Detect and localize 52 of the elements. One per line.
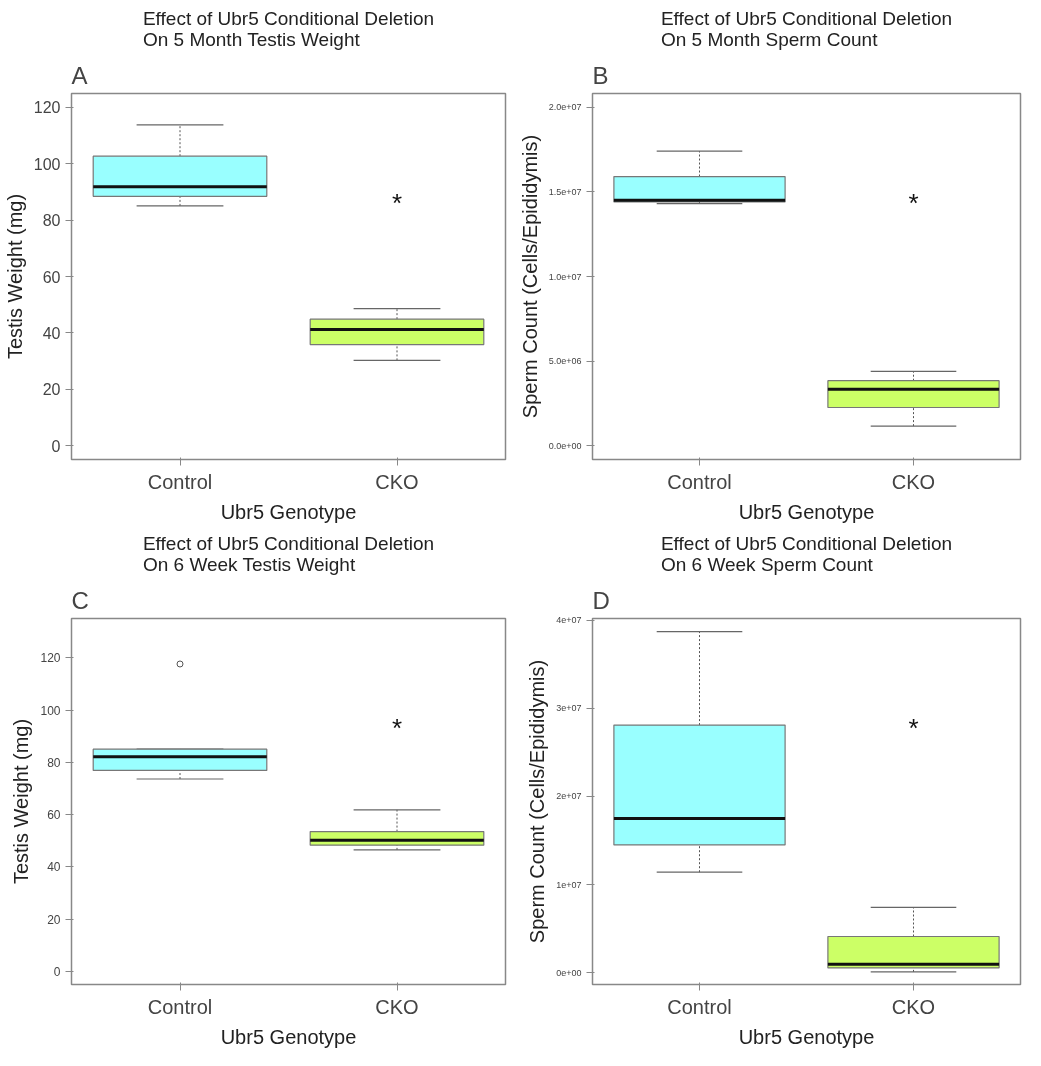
y-tick-label: 20 [42,381,61,399]
y-tick-label: 40 [42,324,61,342]
chart-title: Effect of Ubr5 Conditional Deletion On 5 Month Testis Weight [142,7,435,50]
y-tick-label: 4e+07 [556,615,582,626]
x-tick-label: CKO [891,470,936,493]
annotation: * [908,188,919,219]
y-tick-label: 0 [51,437,61,455]
y-tick-label: 100 [40,703,61,718]
y-tick-label: 1e+07 [556,879,582,890]
y-tick-label: 120 [33,99,61,117]
y-axis-title: Sperm Count (Cells/Epididymis) [526,659,549,944]
y-tick-label: 40 [47,860,61,875]
y-tick-label: 3e+07 [556,703,582,714]
y-tick-label: 60 [47,808,61,823]
y-tick-label: 1.0e+07 [548,271,582,282]
y-tick-label: 120 [40,651,61,666]
x-axis-title: Ubr5 Genotype [738,1025,875,1048]
y-axis-title: Testis Weight (mg) [10,718,33,885]
x-axis-title: Ubr5 Genotype [220,500,357,523]
annotation: * [391,713,403,744]
x-tick-label: CKO [375,470,419,493]
annotation: * [391,188,403,219]
y-tick-label: 0e+00 [556,967,582,978]
y-tick-label: 60 [42,268,61,286]
x-axis-title: Ubr5 Genotype [738,500,875,523]
chart-title: Effect of Ubr5 Conditional Deletion On 5 Month Sperm Count [660,7,953,50]
y-tick-label: 80 [47,755,61,770]
text: B [592,61,609,89]
y-tick-label: 0 [53,964,61,979]
text: A [71,61,88,89]
y-tick-label: 100 [33,155,61,173]
text: C [71,586,89,614]
text: D [592,586,610,614]
y-tick-label: 20 [47,912,61,927]
chart-title: Effect of Ubr5 Conditional Deletion On 6 Week Sperm Count [660,532,953,575]
x-tick-label: CKO [375,995,419,1018]
y-tick-label: 5.0e+06 [548,356,582,367]
y-tick-label: 2.0e+07 [548,102,582,113]
y-axis-title: Testis Weight (mg) [3,193,26,360]
x-tick-label: Control [667,470,732,493]
y-tick-label: 2e+07 [556,791,582,802]
x-axis-title: Ubr5 Genotype [220,1025,357,1048]
chart-title: Effect of Ubr5 Conditional Deletion On 6 Week Testis Weight [142,532,435,575]
y-tick-label: 80 [42,212,61,230]
y-tick-label: 0.0e+00 [548,440,582,451]
x-tick-label: CKO [891,995,936,1018]
x-tick-label: Control [147,995,213,1018]
y-axis-title: Sperm Count (Cells/Epididymis) [518,134,541,419]
y-tick-label: 1.5e+07 [548,186,582,197]
x-tick-label: Control [667,995,732,1018]
x-tick-label: Control [147,470,213,493]
annotation: * [908,713,919,744]
